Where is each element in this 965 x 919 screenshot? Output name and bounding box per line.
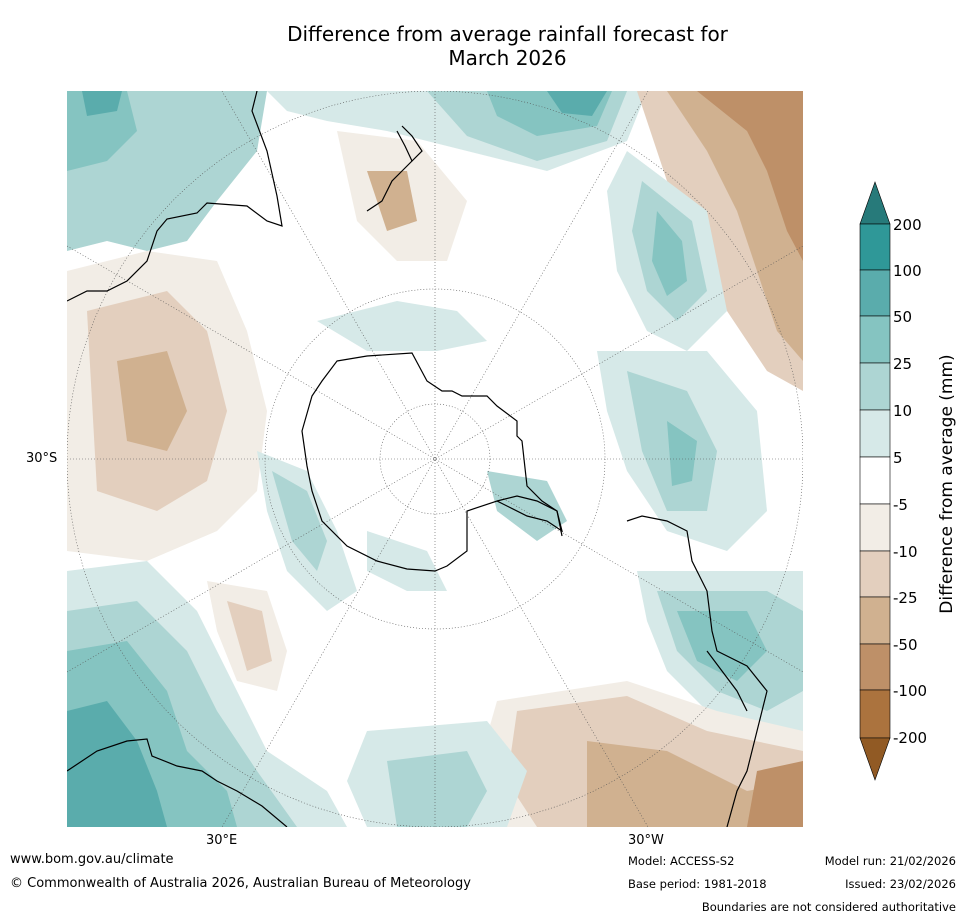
chart-title: Difference from average rainfall forecas… (200, 22, 815, 70)
disclaimer-text: Boundaries are not considered authoritat… (701, 900, 956, 914)
colorbar-tick: -10 (893, 543, 918, 561)
colorbar-band-n10-n25 (859, 550, 891, 598)
colorbar-band-n100-n200 (859, 689, 891, 739)
colorbar-tick: -100 (893, 682, 928, 700)
website-link[interactable]: www.bom.gov.au/climate (10, 852, 174, 867)
colorbar-tick: 5 (893, 449, 903, 467)
colorbar-band-n25-n50 (859, 596, 891, 645)
model-text: Model: ACCESS-S2 (628, 854, 735, 868)
colorbar-tick: -200 (893, 729, 928, 747)
colorbar-under-arrow (859, 737, 891, 781)
colorbar-band-5-10 (859, 409, 891, 458)
lat-label-30s: 30°S (26, 451, 58, 466)
colorbar-tick: -25 (893, 589, 918, 607)
colorbar-band-n50-n100 (859, 643, 891, 691)
colorbar (859, 181, 891, 781)
base-period-text: Base period: 1981-2018 (628, 877, 767, 891)
title-line-2: March 2026 (448, 46, 567, 70)
copyright-text: © Commonwealth of Australia 2026, Austra… (10, 876, 471, 891)
colorbar-band-50-100 (859, 269, 891, 317)
model-run-text: Model run: 21/02/2026 (824, 854, 956, 868)
colorbar-over-arrow (859, 181, 891, 225)
lon-label-30w: 30°W (628, 833, 664, 848)
colorbar-tick: -50 (893, 636, 918, 654)
coastlines (67, 91, 768, 827)
title-line-1: Difference from average rainfall forecas… (287, 22, 728, 46)
colorbar-tick: 200 (893, 216, 922, 234)
colorbar-tick: 10 (893, 402, 913, 420)
lon-label-30e: 30°E (206, 833, 238, 848)
colorbar-band-25-50 (859, 315, 891, 364)
colorbar-band-10-25 (859, 362, 891, 411)
colorbar-band-100-200 (859, 223, 891, 271)
colorbar-tick: 25 (893, 355, 913, 373)
rainfall-map[interactable] (67, 91, 803, 827)
graticule (67, 91, 803, 827)
colorbar-band-neutral (859, 456, 891, 505)
anomaly-fields (67, 91, 803, 827)
colorbar-tick: 100 (893, 262, 922, 280)
colorbar-band-n5-n10 (859, 503, 891, 552)
colorbar-tick: -5 (893, 496, 908, 514)
colorbar-tick: 50 (893, 308, 913, 326)
colorbar-title: Difference from average (mm) (937, 354, 957, 614)
issued-text: Issued: 23/02/2026 (845, 877, 956, 891)
